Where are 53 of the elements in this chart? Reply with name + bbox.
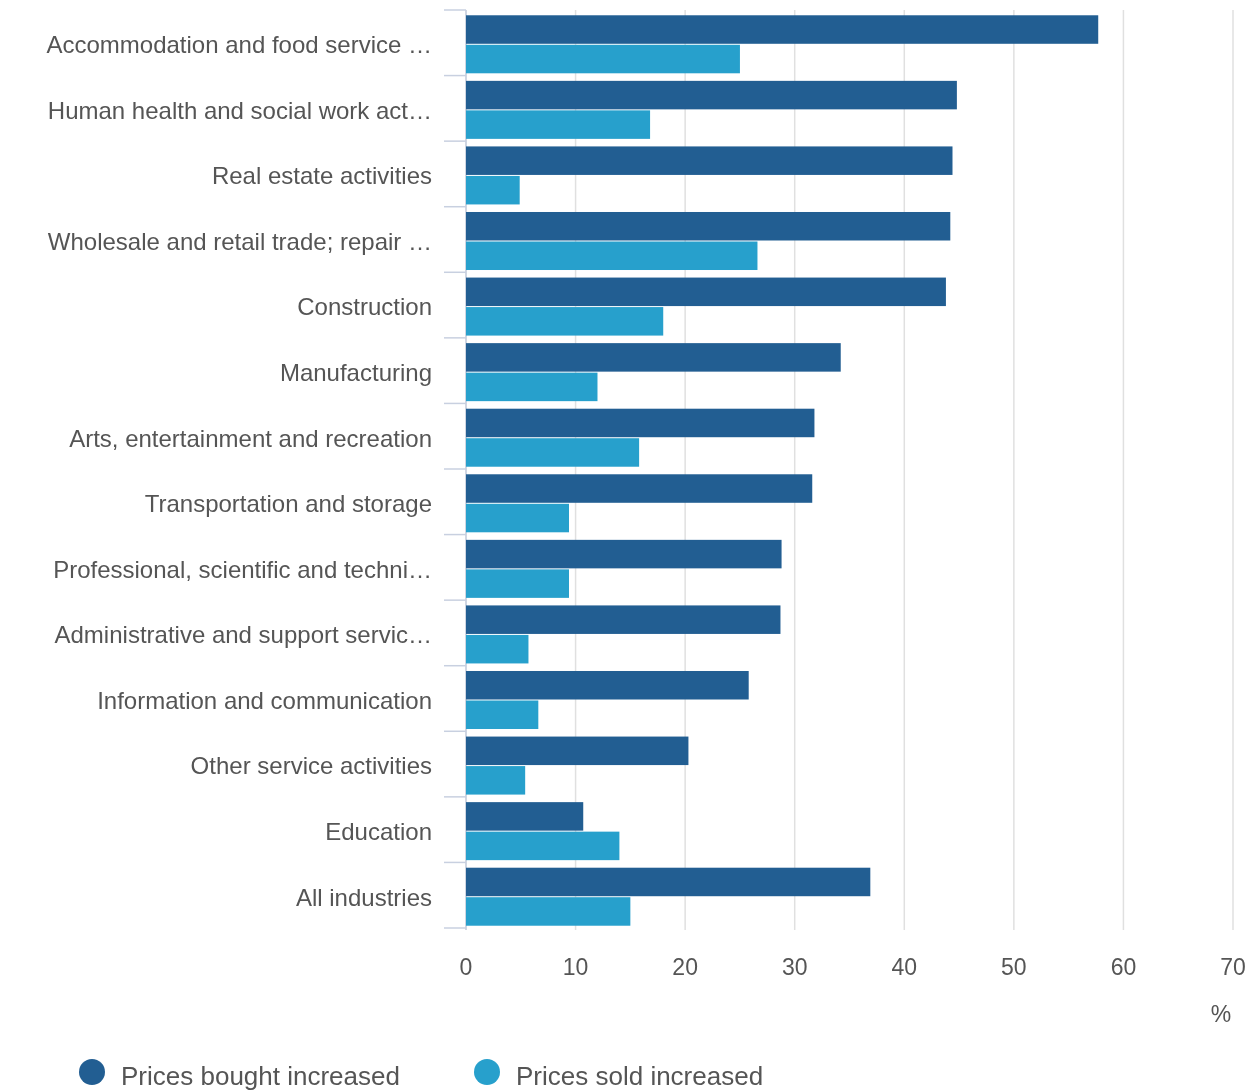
bar xyxy=(466,503,569,533)
y-tick-label: Human health and social work act… xyxy=(47,96,432,124)
y-tick-label: Administrative and support servic… xyxy=(54,621,432,649)
y-tick-label: Transportation and storage xyxy=(144,490,432,518)
bar xyxy=(466,867,871,897)
bar xyxy=(466,897,631,926)
bar xyxy=(466,44,740,74)
bar xyxy=(466,438,640,467)
bar xyxy=(466,110,651,139)
y-tick-label: Other service activities xyxy=(190,752,432,780)
y-tick-label: Manufacturing xyxy=(279,359,432,387)
legend-label: Prices bought increased xyxy=(121,1061,400,1090)
x-tick-label: 30 xyxy=(781,954,808,981)
bar xyxy=(466,307,664,336)
bar xyxy=(466,700,539,730)
bar xyxy=(466,146,953,175)
bar xyxy=(466,175,520,205)
y-tick-label: Education xyxy=(325,818,432,846)
bar xyxy=(466,408,815,438)
y-tick-label: Construction xyxy=(297,293,432,321)
y-tick-label: Accommodation and food service … xyxy=(46,31,432,59)
bar xyxy=(466,372,598,402)
bar xyxy=(466,766,526,795)
bar xyxy=(466,634,529,664)
y-tick-label: Professional, scientific and techni… xyxy=(53,555,432,583)
bar xyxy=(466,211,951,241)
x-tick-label: 40 xyxy=(891,954,918,981)
bar xyxy=(466,539,782,569)
x-axis-title: % xyxy=(1210,1001,1232,1028)
x-tick-label: 50 xyxy=(1001,954,1027,981)
x-tick-label: 20 xyxy=(672,954,698,981)
y-tick-label: Arts, entertainment and recreation xyxy=(69,424,432,452)
y-tick-label: All industries xyxy=(295,883,432,911)
bar xyxy=(466,241,758,271)
bar xyxy=(466,831,620,861)
y-tick-label: Real estate activities xyxy=(211,162,432,190)
bar xyxy=(466,670,749,700)
y-tick-label: Wholesale and retail trade; repair … xyxy=(47,227,432,255)
bar xyxy=(466,343,841,372)
y-tick-label: Information and communication xyxy=(97,686,432,714)
bar xyxy=(466,80,957,110)
bar xyxy=(466,569,569,598)
x-tick-label: 70 xyxy=(1220,954,1246,981)
bar xyxy=(466,277,946,307)
bar xyxy=(466,474,813,503)
bar xyxy=(466,605,781,634)
bar xyxy=(466,15,1099,44)
x-tick-label: 0 xyxy=(459,954,473,981)
bar xyxy=(466,736,689,766)
bar xyxy=(466,802,584,831)
x-tick-label: 10 xyxy=(562,954,589,981)
x-tick-label: 60 xyxy=(1110,954,1137,981)
legend-label: Prices sold increased xyxy=(516,1061,764,1090)
